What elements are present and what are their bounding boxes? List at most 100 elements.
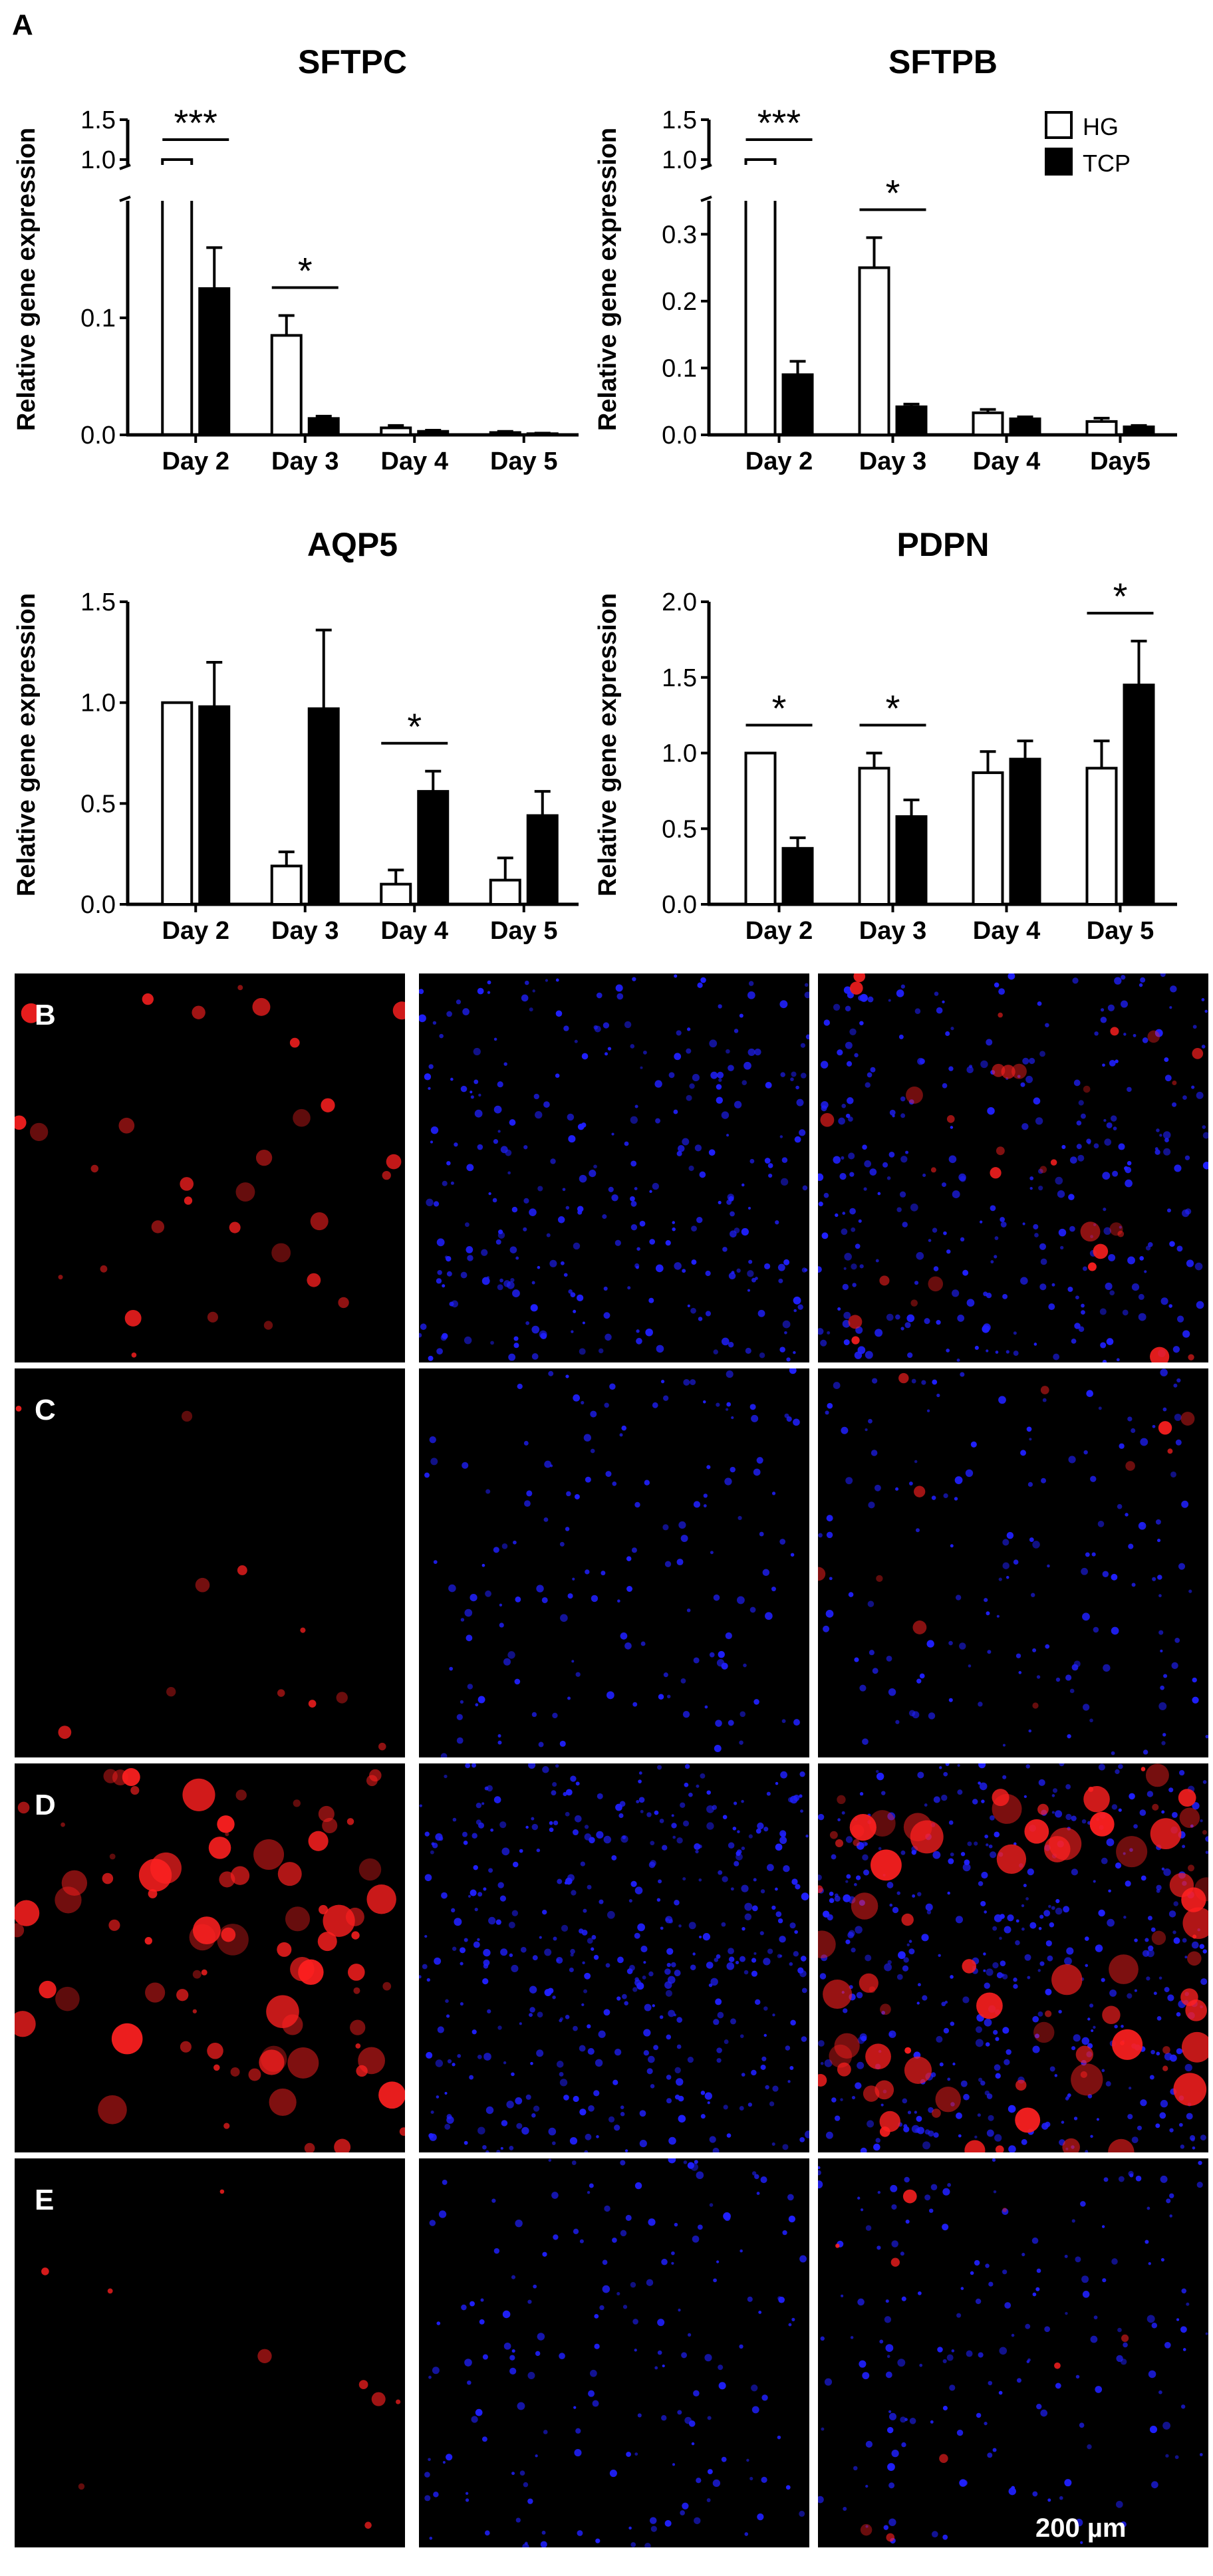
nucleus-dot xyxy=(1164,1075,1172,1082)
marker-signal xyxy=(192,2009,197,2013)
nucleus-dot xyxy=(509,2367,517,2375)
nucleus-dot xyxy=(1081,1567,1088,1575)
bar-tcp xyxy=(781,846,814,906)
nucleus-dot xyxy=(1140,977,1146,983)
marker-signal xyxy=(1093,1243,1109,1259)
legend-swatch-tcp xyxy=(1045,148,1073,176)
nucleus-dot xyxy=(1103,1208,1107,1212)
nucleus-dot xyxy=(1069,1688,1075,1694)
nucleus-dot xyxy=(1064,2479,1072,2487)
nucleus-dot xyxy=(718,1870,723,1875)
nucleus-dot xyxy=(1186,2302,1190,2306)
nucleus-dot xyxy=(1128,2170,1134,2177)
marker-signal xyxy=(1033,2021,1055,2043)
nucleus-dot xyxy=(1205,1851,1208,1855)
marker-signal xyxy=(144,1937,152,1945)
nucleus-dot xyxy=(819,1973,827,1980)
nucleus-dot xyxy=(1168,1304,1172,1308)
nucleus-dot xyxy=(1102,1063,1105,1067)
nucleus-dot xyxy=(843,1267,847,1270)
marker-signal xyxy=(122,1768,140,1786)
nucleus-dot xyxy=(908,1099,914,1105)
nucleus-dot xyxy=(793,1719,800,1726)
nucleus-dot xyxy=(854,1053,859,1058)
nucleus-dot xyxy=(644,2542,651,2547)
marker-signal xyxy=(269,2088,297,2117)
nucleus-dot xyxy=(780,1072,785,1077)
nucleus-dot xyxy=(696,1784,700,1788)
nucleus-dot xyxy=(795,1085,799,1090)
nucleus-dot xyxy=(676,2017,683,2023)
x-tick-label: Day 5 xyxy=(490,917,557,945)
nucleus-dot xyxy=(1097,1521,1105,1527)
nucleus-dot xyxy=(1173,1901,1178,1906)
marker-signal xyxy=(1117,1230,1125,1237)
nucleus-dot xyxy=(688,1165,694,1172)
nucleus-dot xyxy=(571,1660,575,1663)
nucleus-dot xyxy=(579,2239,584,2244)
marker-signal xyxy=(1080,1222,1101,1242)
nucleus-dot xyxy=(593,1025,598,1030)
nucleus-dot xyxy=(1162,2421,1171,2430)
nucleus-dot xyxy=(855,1243,861,1249)
nucleus-dot xyxy=(591,1935,597,1940)
nucleus-dot xyxy=(851,2095,856,2100)
nucleus-dot xyxy=(1121,1000,1129,1008)
nucleus-dot xyxy=(829,1577,833,1581)
marker-signal xyxy=(1150,1347,1170,1362)
marker-signal xyxy=(350,2019,366,2035)
nucleus-dot xyxy=(640,1641,646,1646)
nucleus-dot xyxy=(1071,2219,1075,2223)
nucleus-dot xyxy=(591,1595,599,1603)
nucleus-dot xyxy=(992,2158,996,2162)
nucleus-dot xyxy=(853,2466,858,2471)
nucleus-dot xyxy=(1166,2198,1171,2204)
y-tick-label: 1.0 xyxy=(662,146,697,174)
nucleus-dot xyxy=(924,2194,931,2201)
nucleus-dot xyxy=(573,2406,577,2409)
nucleus-dot xyxy=(1106,1838,1115,1847)
nucleus-dot xyxy=(1127,1256,1135,1265)
nucleus-dot xyxy=(1172,1346,1180,1353)
nucleus-dot xyxy=(950,2102,955,2107)
nucleus-dot xyxy=(1139,1522,1144,1527)
nucleus-dot xyxy=(652,1182,660,1190)
marker-signal xyxy=(1015,2079,1027,2091)
nucleus-dot xyxy=(702,1933,711,1941)
nucleus-dot xyxy=(682,1711,690,1718)
nucleus-dot xyxy=(1072,977,1079,984)
nucleus-dot xyxy=(1172,1102,1177,1107)
nucleus-dot xyxy=(966,1066,974,1074)
nucleus-dot xyxy=(801,1267,807,1273)
micrograph-b-blue xyxy=(419,973,809,1362)
nucleus-dot xyxy=(1200,1819,1203,1823)
nucleus-dot xyxy=(950,1852,954,1857)
nucleus-dot xyxy=(497,1081,503,1088)
nucleus-dot xyxy=(665,1916,673,1924)
nucleus-dot xyxy=(933,2132,939,2138)
nucleus-dot xyxy=(500,1146,508,1154)
marker-signal xyxy=(255,1150,273,1166)
nucleus-dot xyxy=(901,2442,906,2448)
nucleus-dot xyxy=(775,1911,782,1918)
marker-signal xyxy=(863,2085,880,2102)
marker-signal xyxy=(353,1987,360,1994)
nucleus-dot xyxy=(598,1348,604,1354)
nucleus-dot xyxy=(634,2452,638,2456)
nucleus-dot xyxy=(1113,1126,1117,1130)
nucleus-dot xyxy=(864,1160,872,1168)
nucleus-dot xyxy=(560,1614,568,1622)
nucleus-dot xyxy=(921,1934,929,1942)
nucleus-dot xyxy=(620,1632,628,1640)
nucleus-dot xyxy=(1013,1978,1017,1982)
nucleus-dot xyxy=(523,1198,529,1204)
nucleus-dot xyxy=(799,1771,805,1777)
marker-signal xyxy=(904,2047,912,2054)
nucleus-dot xyxy=(630,2281,636,2288)
nucleus-dot xyxy=(507,1171,511,1175)
nucleus-dot xyxy=(577,2530,583,2536)
micrograph-b-red xyxy=(15,973,405,1362)
nucleus-dot xyxy=(614,2049,622,2056)
nucleus-dot xyxy=(446,2454,453,2461)
marker-signal xyxy=(318,1805,335,1823)
